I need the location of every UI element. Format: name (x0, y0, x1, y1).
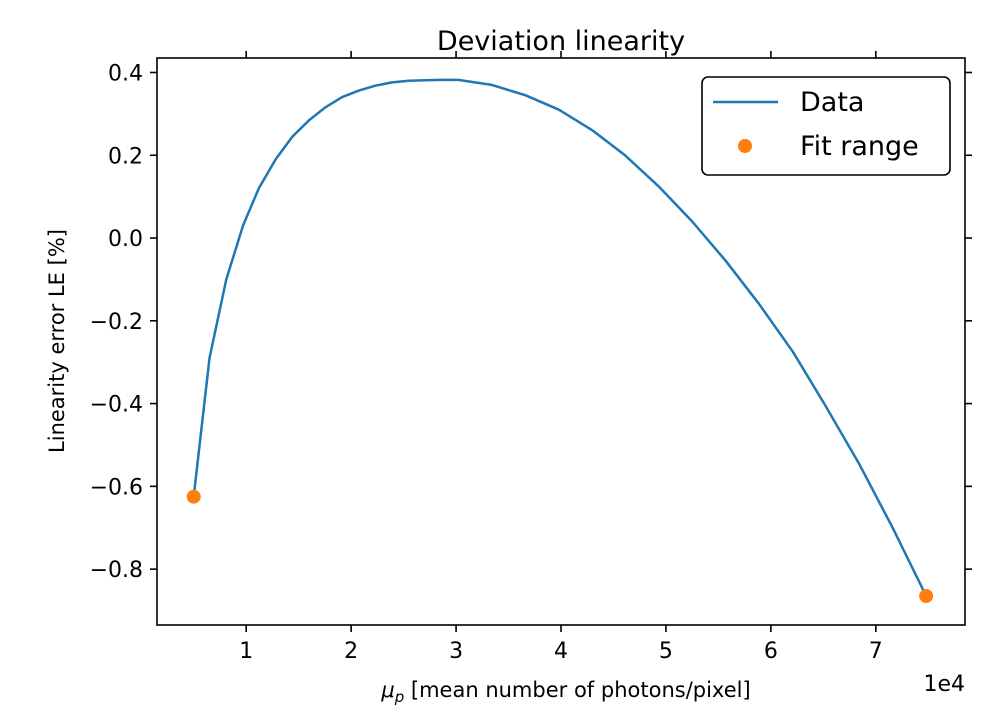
y-tick-label: −0.4 (90, 393, 143, 418)
fit-range-point (919, 589, 934, 604)
x-tick-label: 1 (239, 639, 253, 664)
y-tick-label: 0.0 (108, 227, 143, 252)
legend: Data Fit range (701, 76, 951, 176)
legend-fit-range-label: Fit range (800, 131, 919, 162)
fit-range-point (186, 489, 201, 504)
x-tick-label: 7 (869, 639, 883, 664)
x-tick-label: 5 (659, 639, 673, 664)
y-tick-label: 0.4 (108, 61, 143, 86)
legend-data-label: Data (800, 87, 864, 118)
x-axis-label: μp [mean number of photons/pixel] (380, 678, 750, 706)
x-axis-offset-label: 1e4 (923, 672, 965, 697)
x-axis-tick-labels: 1 2 3 4 5 6 7 (239, 639, 883, 664)
y-tick-label: −0.2 (90, 310, 143, 335)
x-axis-ticks (245, 51, 877, 632)
y-tick-label: −0.8 (90, 558, 143, 583)
y-axis-tick-labels: −0.8 −0.6 −0.4 −0.2 0.0 0.2 0.4 (90, 61, 143, 583)
x-tick-label: 6 (764, 639, 778, 664)
data-series-line (192, 78, 928, 597)
y-tick-label: −0.6 (90, 475, 143, 500)
legend-fit-range-marker (738, 139, 752, 153)
x-tick-label: 2 (344, 639, 358, 664)
x-tick-label: 4 (554, 639, 568, 664)
x-axis-label-subscript: p (394, 688, 405, 706)
y-axis-label: Linearity error LE [%] (45, 229, 69, 453)
plot-series (186, 78, 934, 604)
y-tick-label: 0.2 (108, 144, 143, 169)
y-axis-ticks (150, 71, 972, 570)
x-axis-label-rest: [mean number of photons/pixel] (404, 678, 750, 702)
x-tick-label: 3 (449, 639, 463, 664)
x-axis-label-symbol: μ (380, 678, 394, 702)
